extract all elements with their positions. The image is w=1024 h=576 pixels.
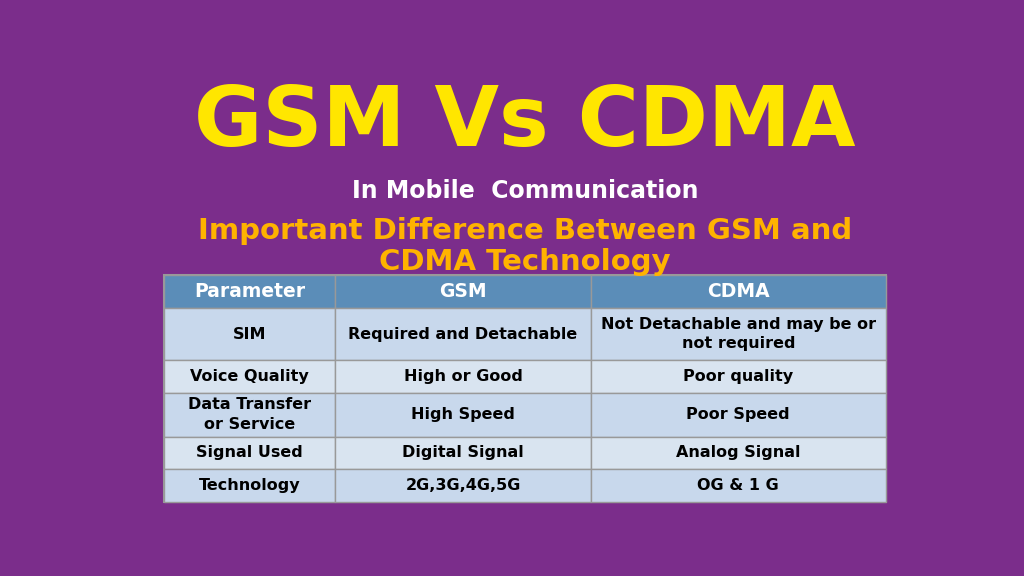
Text: OG & 1 G: OG & 1 G	[697, 478, 779, 493]
Text: 2G,3G,4G,5G: 2G,3G,4G,5G	[406, 478, 520, 493]
FancyBboxPatch shape	[591, 393, 886, 437]
FancyBboxPatch shape	[591, 469, 886, 502]
Text: High Speed: High Speed	[411, 407, 515, 422]
FancyBboxPatch shape	[335, 469, 591, 502]
FancyBboxPatch shape	[591, 361, 886, 393]
Text: GSM: GSM	[439, 282, 486, 301]
Text: Important Difference Between GSM and: Important Difference Between GSM and	[198, 217, 852, 245]
FancyBboxPatch shape	[164, 308, 335, 361]
FancyBboxPatch shape	[335, 437, 591, 469]
Text: Signal Used: Signal Used	[197, 445, 303, 460]
FancyBboxPatch shape	[591, 308, 886, 361]
Text: Poor Speed: Poor Speed	[686, 407, 791, 422]
Text: GSM Vs CDMA: GSM Vs CDMA	[195, 82, 855, 163]
Text: Voice Quality: Voice Quality	[190, 369, 309, 384]
FancyBboxPatch shape	[335, 361, 591, 393]
Text: SIM: SIM	[232, 327, 266, 342]
FancyBboxPatch shape	[591, 437, 886, 469]
FancyBboxPatch shape	[335, 275, 591, 308]
Text: CDMA Technology: CDMA Technology	[379, 248, 671, 276]
Text: Required and Detachable: Required and Detachable	[348, 327, 578, 342]
Text: Technology: Technology	[199, 478, 300, 493]
FancyBboxPatch shape	[164, 275, 886, 502]
Text: In Mobile  Communication: In Mobile Communication	[351, 179, 698, 203]
Text: High or Good: High or Good	[403, 369, 522, 384]
FancyBboxPatch shape	[335, 308, 591, 361]
Text: Not Detachable and may be or
not required: Not Detachable and may be or not require…	[601, 317, 876, 351]
Text: Data Transfer
or Service: Data Transfer or Service	[188, 397, 311, 432]
FancyBboxPatch shape	[164, 275, 335, 308]
FancyBboxPatch shape	[335, 393, 591, 437]
FancyBboxPatch shape	[164, 437, 335, 469]
FancyBboxPatch shape	[164, 393, 335, 437]
FancyBboxPatch shape	[164, 361, 335, 393]
FancyBboxPatch shape	[591, 275, 886, 308]
Text: CDMA: CDMA	[707, 282, 770, 301]
Text: Poor quality: Poor quality	[683, 369, 794, 384]
Text: Digital Signal: Digital Signal	[402, 445, 524, 460]
FancyBboxPatch shape	[164, 469, 335, 502]
Text: Analog Signal: Analog Signal	[676, 445, 801, 460]
Text: Parameter: Parameter	[194, 282, 305, 301]
